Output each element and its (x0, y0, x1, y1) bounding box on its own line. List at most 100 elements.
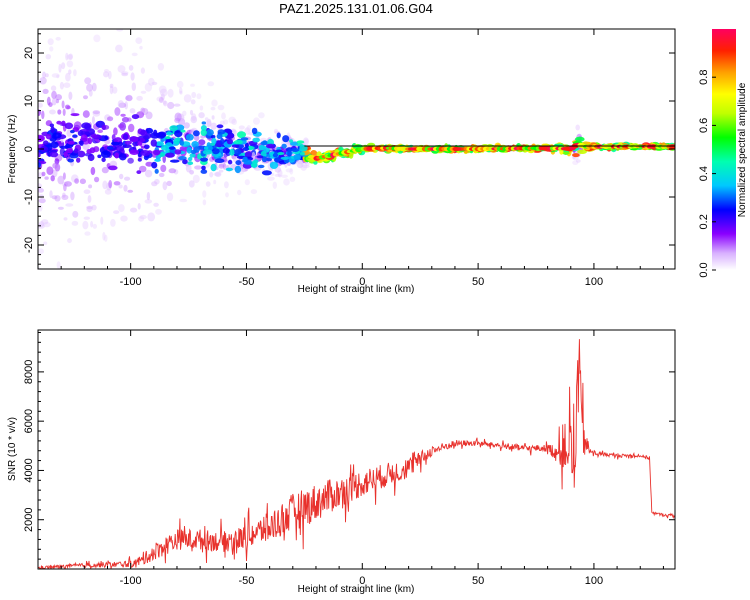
spectrogram-cell (244, 142, 249, 148)
spectrogram-cell (117, 100, 124, 108)
spectrogram-cell (206, 129, 214, 136)
spectrogram-cell (167, 101, 175, 110)
y-tick-label: 4000 (23, 458, 35, 482)
spectrogram-cell (299, 144, 308, 152)
spectrogram-cell (124, 140, 132, 145)
spectrogram-cell (109, 83, 114, 89)
spectrogram-cell (49, 46, 54, 52)
spectrogram-cell (65, 203, 74, 207)
spectrogram-cell (219, 120, 225, 126)
spectrogram-cell (257, 164, 265, 169)
spectrogram-cell (234, 148, 242, 156)
spectrogram-cell (281, 143, 287, 149)
spectrogram-cell (87, 195, 92, 203)
spectrogram-cell (165, 136, 171, 140)
spectrogram-cell (49, 190, 53, 199)
spectrogram-cell (200, 125, 207, 131)
spectrogram-cell (117, 65, 126, 73)
spectrogram-cell (218, 169, 224, 173)
spectrogram-cell (178, 156, 187, 161)
spectrogram-cell (572, 153, 580, 158)
spectrogram-cell (200, 135, 206, 139)
spectrogram-cell (68, 91, 73, 101)
spectrogram-cell (204, 117, 209, 121)
spectrogram-cell (128, 123, 135, 133)
spectrogram-cell (176, 80, 184, 89)
spectrogram-cell (180, 129, 186, 133)
spectrogram-cell (140, 90, 147, 94)
snr-y-label: SNR (10 * v/v) (7, 417, 18, 481)
snr-x-axis: -100 -50 0 50 100 (37, 330, 664, 587)
spectrogram-cell (90, 134, 98, 139)
spectrogram-cell (83, 216, 91, 220)
spectrogram-cell (135, 37, 143, 44)
spectrogram-cell (70, 113, 80, 117)
spectrogram-cell (196, 93, 202, 100)
y-tick-label: -20 (23, 237, 35, 253)
spectrogram-cell (144, 82, 153, 92)
spectrogram-cell (179, 90, 183, 95)
spectrogram-cell (72, 134, 78, 138)
spectrogram-cell (179, 140, 185, 146)
spectrogram-cell (211, 115, 215, 120)
spectrogram-cell (300, 162, 308, 171)
spectrogram-cell (50, 141, 59, 149)
spectrogram-cell (52, 6, 59, 13)
spectrogram-cell (55, 36, 61, 41)
spectrogram-cell (115, 44, 123, 53)
spectrogram-cell (221, 112, 226, 120)
spectrogram-cell (65, 72, 71, 82)
spectrogram-cell (107, 70, 112, 80)
spectrogram-cell (231, 118, 237, 125)
spectrogram-cell (163, 100, 168, 107)
spectrogram-cell (273, 128, 279, 134)
colorbar-tick-label: 0.8 (698, 70, 710, 85)
spectrogram-cell (131, 82, 136, 91)
spectrogram-cell (237, 189, 242, 196)
snr-panel: -100 -50 0 50 100 2000 4000 6000 8000 Height of… (7, 329, 676, 595)
spectrogram-cell (44, 176, 49, 180)
spectrogram-cell (238, 125, 245, 130)
spectrogram-cell (256, 155, 264, 159)
spectrogram-cell (283, 178, 290, 186)
spectrogram-cell (244, 179, 250, 186)
colorbar-tick-label: 0.6 (698, 118, 710, 133)
spectrogram-cell (122, 133, 129, 140)
spectrogram-cell (80, 134, 88, 141)
spectrogram-cell (272, 181, 277, 189)
spectrogram-cell (93, 34, 101, 43)
spectrogram-cell (293, 154, 302, 161)
spectrogram-cell (258, 112, 265, 119)
y-tick-label: 0 (23, 146, 35, 152)
spectrogram-cell (140, 107, 146, 114)
spectrogram-cell (165, 152, 175, 158)
spectrogram-cell (202, 190, 207, 198)
spectrogram-cell (61, 285, 67, 294)
spectrogram-cell (145, 111, 153, 120)
spectrogram-cell (151, 161, 158, 169)
spectrogram-cell (192, 174, 200, 184)
spectrogram-cell (50, 85, 57, 91)
spectrogram-cell (65, 52, 69, 61)
spectrogram-cell (251, 127, 258, 135)
spectrogram-cell (188, 180, 195, 188)
x-tick-label: 50 (472, 276, 484, 288)
spectrogram-cell (136, 170, 142, 175)
spectrogram-cell (138, 165, 147, 173)
spectrogram-cell (166, 180, 172, 187)
spectrogram-cell (159, 88, 168, 97)
spectrogram-cell (82, 143, 90, 150)
y-tick-label: 8000 (23, 360, 35, 384)
spectrogram-cell (252, 137, 260, 143)
spectrogram-cell (237, 131, 246, 139)
spectrogram-cell (150, 132, 160, 139)
spectrogram-cell (304, 138, 309, 144)
spectrogram-cell (66, 60, 74, 68)
spectrogram-cell (174, 149, 182, 155)
spectrogram-cell (158, 97, 164, 103)
spectrogram-cell (146, 191, 151, 201)
spectrogram-cell (191, 91, 197, 99)
spectrogram-cell (87, 1, 93, 5)
spectrogram-cell (301, 164, 310, 169)
spectrogram-cell (92, 110, 101, 115)
